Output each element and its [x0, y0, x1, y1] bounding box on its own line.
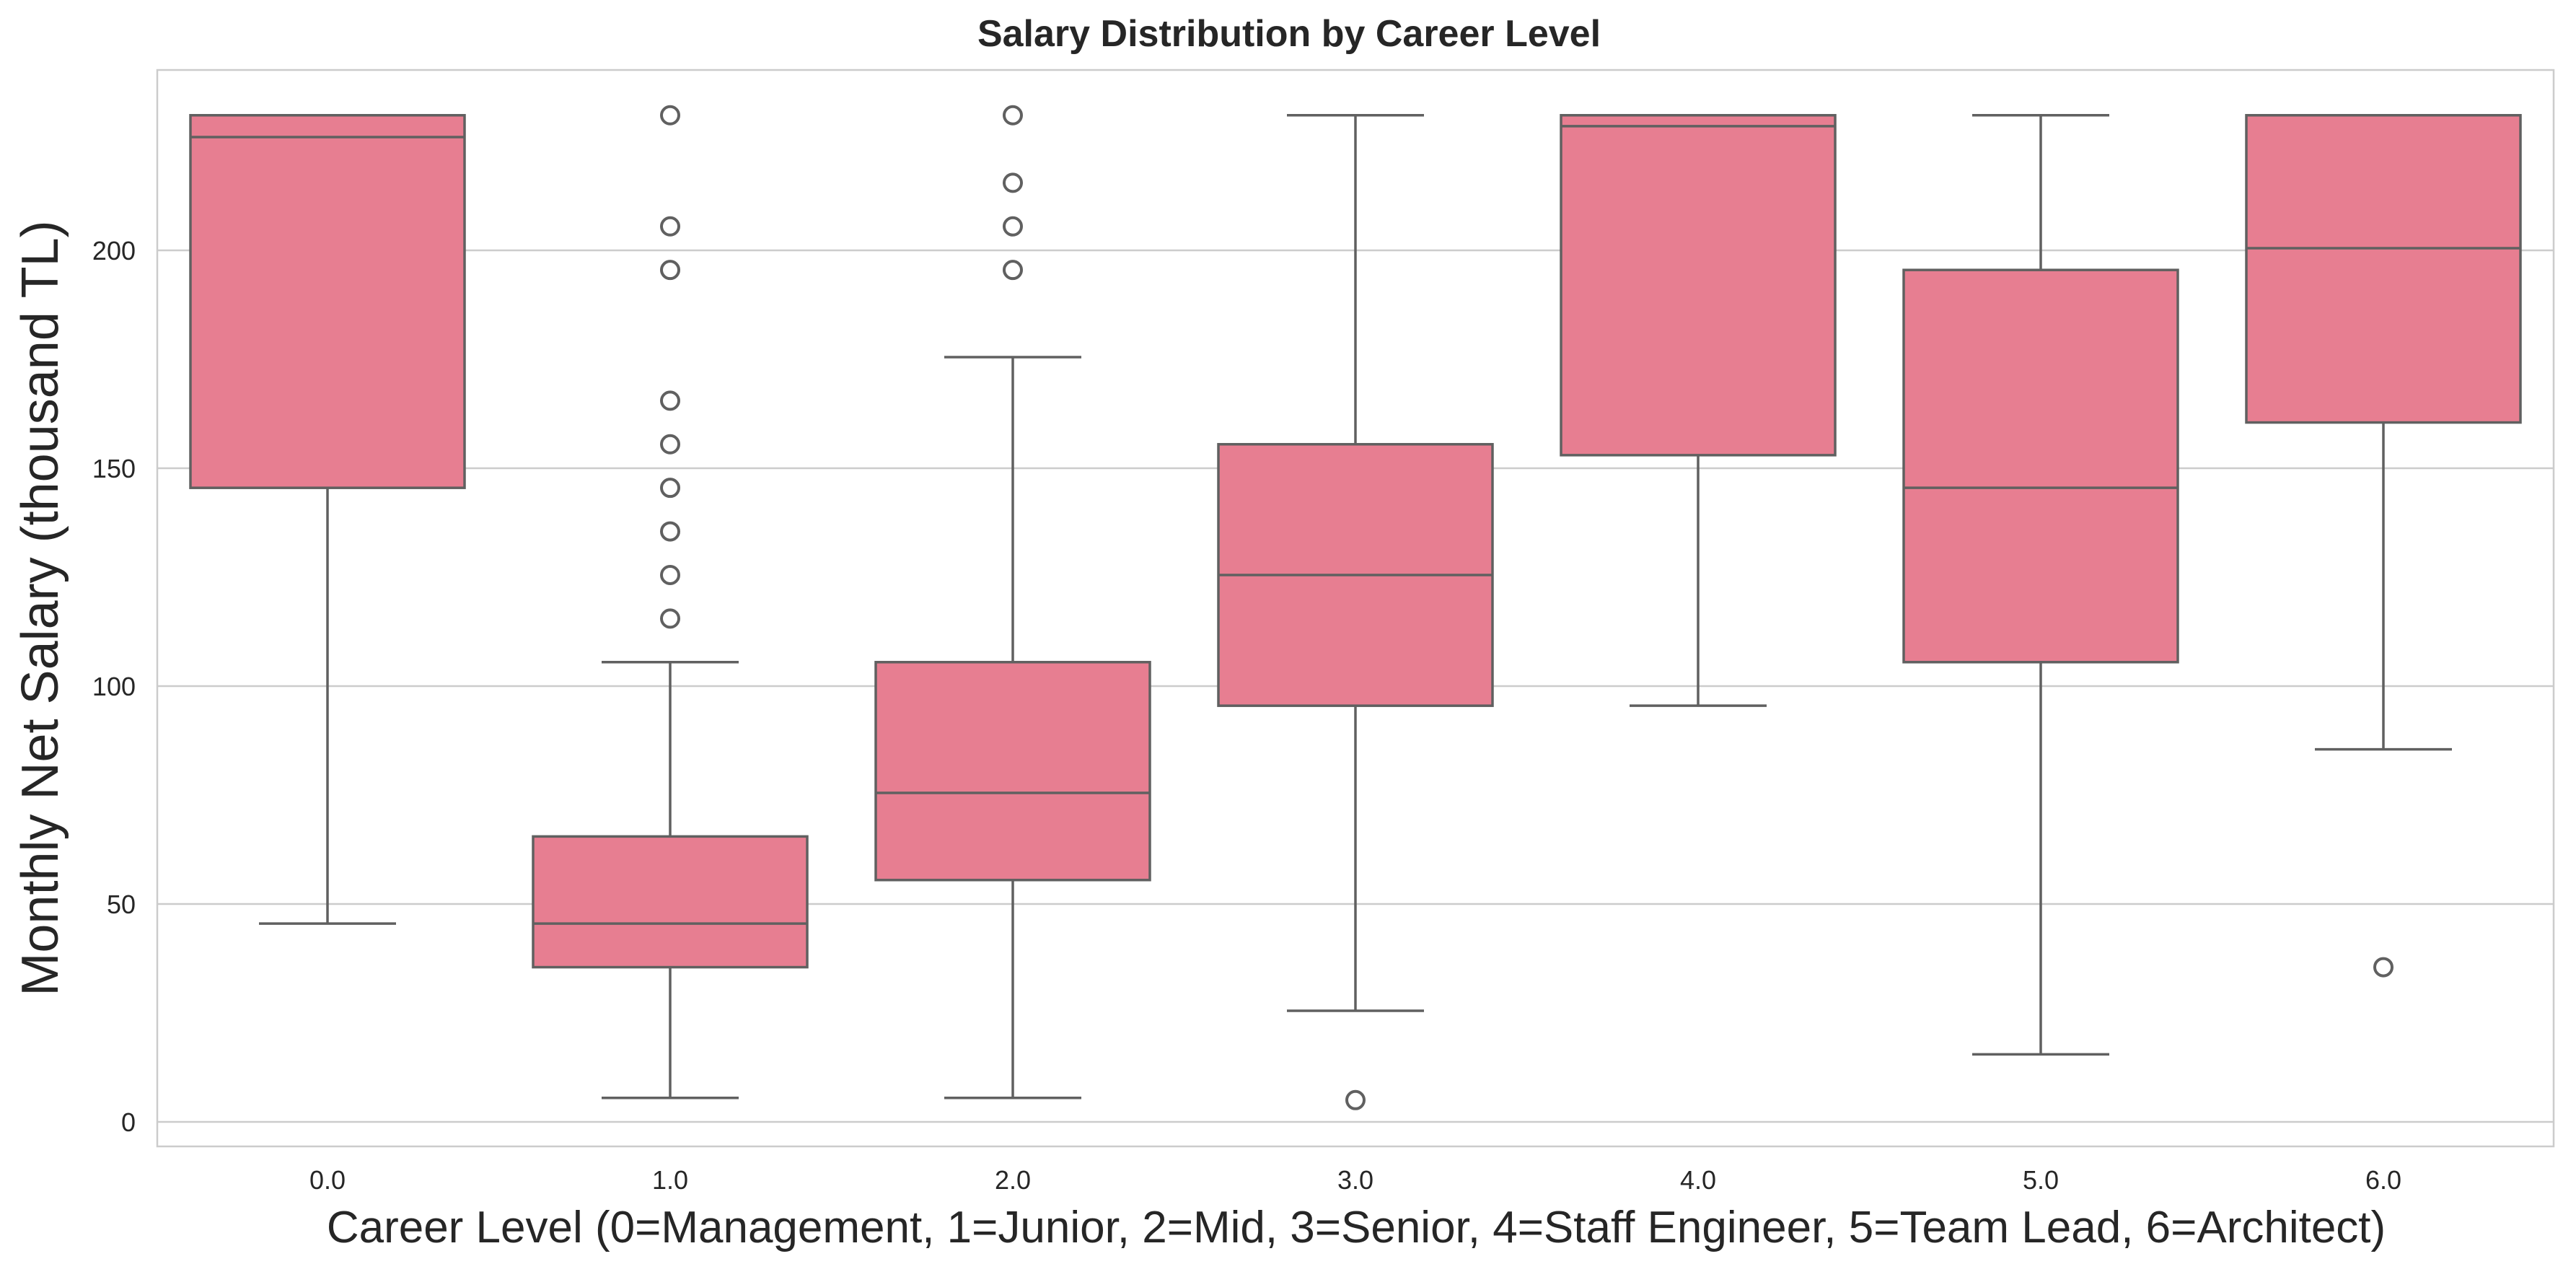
outlier-point: [660, 105, 680, 126]
x-tick-label: 2.0: [995, 1165, 1031, 1195]
outlier-point: [1003, 172, 1023, 193]
outlier-point: [660, 608, 680, 629]
outlier-point: [660, 434, 680, 455]
outlier-point: [660, 260, 680, 281]
outlier-point: [660, 216, 680, 237]
tick-labels: 0 50 100 150 200 0.0 1.0 2.0 3.0 4.0 5.0 6.0: [92, 236, 2401, 1195]
x-tick-label: 3.0: [1337, 1165, 1373, 1195]
outlier-point: [660, 390, 680, 411]
outlier-point: [1003, 260, 1023, 281]
iqr-box: [189, 114, 466, 489]
box-group: [874, 105, 1151, 1100]
x-tick-label: 6.0: [2365, 1165, 2401, 1195]
x-tick-label: 0.0: [309, 1165, 346, 1195]
box-group: [2245, 114, 2522, 978]
y-tick-label: 150: [92, 454, 136, 483]
y-axis-label: Monthly Net Salary (thousand TL): [12, 220, 69, 996]
box-group: [189, 114, 466, 925]
iqr-box: [1560, 114, 1837, 457]
iqr-box: [1902, 268, 2179, 664]
chart-title: Salary Distribution by Career Level: [977, 13, 1601, 55]
outlier-point: [660, 521, 680, 542]
x-tick-label: 5.0: [2023, 1165, 2059, 1195]
y-tick-label: 200: [92, 236, 136, 266]
y-tick-label: 100: [92, 672, 136, 701]
box-group: [1560, 114, 1837, 707]
outlier-point: [1003, 105, 1023, 126]
outlier-point: [660, 564, 680, 585]
x-axis-label: Career Level (0=Management, 1=Junior, 2=…: [327, 1203, 2386, 1252]
box-group: [1217, 114, 1494, 1110]
plot-frame: [156, 69, 2555, 1148]
y-tick-label: 50: [107, 890, 136, 919]
x-tick-label: 4.0: [1680, 1165, 1716, 1195]
outlier-point: [1345, 1089, 1366, 1110]
iqr-box: [874, 661, 1151, 882]
box-group: [1902, 114, 2179, 1056]
outlier-point: [1003, 216, 1023, 237]
iqr-box: [532, 835, 809, 969]
x-tick-label: 1.0: [652, 1165, 688, 1195]
boxes-layer: [189, 105, 2522, 1110]
outlier-point: [660, 478, 680, 499]
outlier-point: [2373, 957, 2393, 978]
y-tick-label: 0: [121, 1107, 136, 1137]
iqr-box: [2245, 114, 2522, 424]
box-group: [532, 105, 809, 1100]
